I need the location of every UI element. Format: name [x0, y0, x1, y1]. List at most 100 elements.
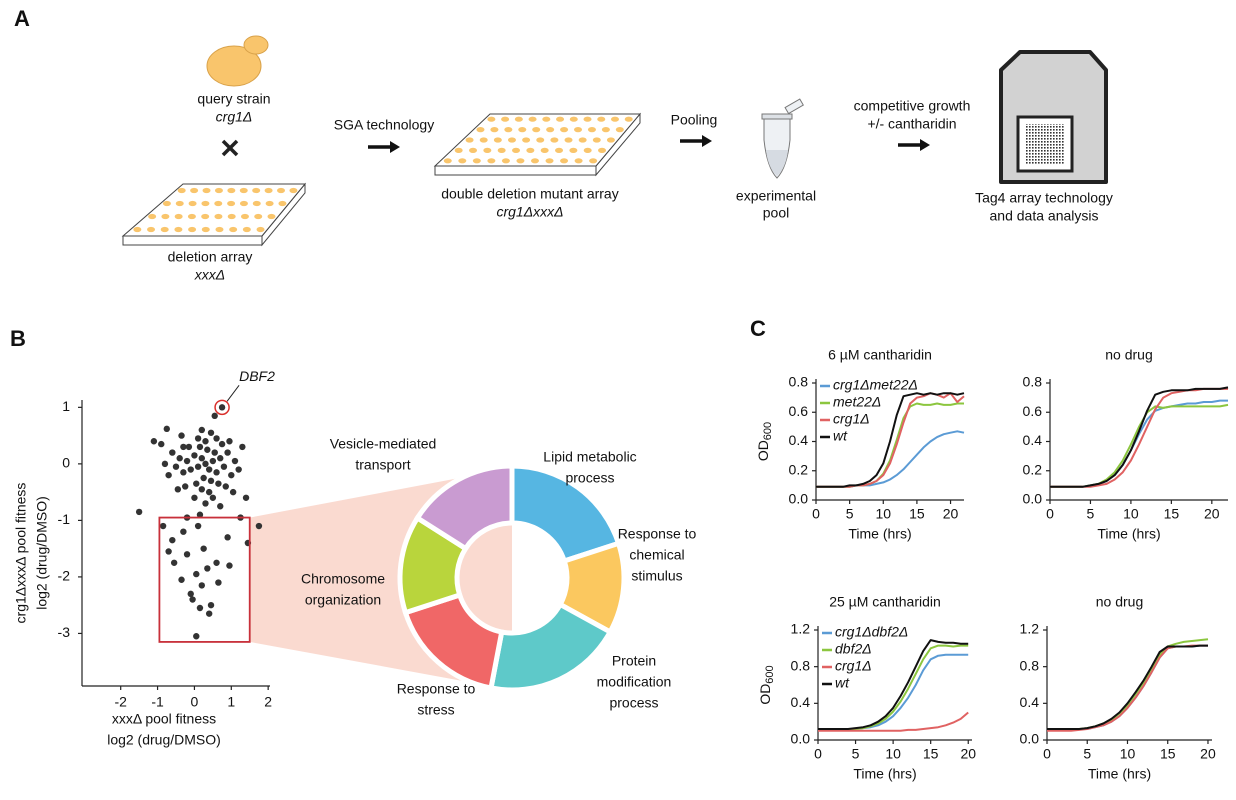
- point: [165, 548, 172, 555]
- colony: [265, 200, 274, 207]
- colony: [227, 213, 236, 220]
- point: [207, 429, 215, 436]
- point: [180, 528, 187, 535]
- colony: [528, 116, 537, 122]
- x-tick-label: 20: [960, 746, 976, 762]
- point: [218, 440, 226, 448]
- colony: [597, 116, 606, 122]
- x-axis-label: xxxΔ pool fitness: [112, 711, 216, 727]
- series-line: [1047, 644, 1208, 730]
- series-line: [1047, 644, 1208, 732]
- colony: [516, 158, 525, 164]
- x-tick-label: 5: [1087, 506, 1095, 522]
- colony: [187, 213, 196, 220]
- y-tick-label: 0.0: [791, 731, 811, 747]
- point: [196, 604, 204, 612]
- colony: [160, 226, 169, 233]
- segment-label: Lipid metabolic: [543, 449, 636, 465]
- y-tick-label: 0.8: [1020, 657, 1040, 673]
- y-tick-label: 0.6: [789, 403, 809, 419]
- colony: [252, 200, 261, 207]
- panel-label: B: [10, 326, 26, 351]
- point: [185, 443, 193, 451]
- point: [209, 457, 217, 465]
- point: [224, 449, 231, 456]
- step-label: competitive growth: [854, 98, 971, 114]
- colony: [601, 127, 610, 133]
- colony: [564, 137, 573, 143]
- analysis-label: Tag4 array technology: [975, 190, 1113, 206]
- array-chip: [999, 50, 1108, 184]
- segment-label: Vesicle-mediated: [330, 436, 437, 452]
- series-line: [816, 392, 965, 488]
- y-tick-label: 0: [62, 455, 70, 471]
- point: [255, 522, 263, 530]
- colony: [239, 187, 248, 194]
- y-tick-label: -3: [58, 624, 71, 640]
- colony: [526, 147, 535, 153]
- point: [183, 551, 191, 558]
- legend-label: crg1Δ: [835, 658, 872, 674]
- point: [178, 576, 185, 583]
- colony: [556, 116, 565, 122]
- point: [198, 455, 206, 462]
- colony: [574, 127, 583, 133]
- legend-label: crg1Δdbf2Δ: [835, 624, 908, 640]
- series-line: [1050, 387, 1228, 488]
- segment-label: stress: [417, 702, 454, 718]
- colony: [512, 147, 521, 153]
- annotation-ring: [214, 399, 230, 416]
- x-axis-label: Time (hrs): [1088, 766, 1151, 782]
- y-tick-label: -2: [58, 568, 71, 584]
- point: [213, 469, 220, 476]
- segment-label: modification: [597, 674, 672, 690]
- colony: [214, 213, 223, 220]
- point: [222, 483, 229, 490]
- x-axis-label: Time (hrs): [1097, 526, 1160, 542]
- point: [204, 446, 211, 453]
- y-tick-label: 0.6: [1023, 403, 1043, 419]
- x-tick-label: 20: [943, 506, 959, 522]
- colony: [252, 187, 261, 194]
- point: [202, 460, 209, 468]
- step-label: SGA technology: [334, 117, 434, 133]
- legend-label: wt: [835, 675, 850, 691]
- series-line: [1047, 638, 1209, 730]
- point: [204, 565, 211, 572]
- colony: [479, 137, 488, 143]
- colony: [256, 226, 265, 233]
- colony: [465, 137, 474, 143]
- point: [191, 494, 198, 501]
- segment-label: transport: [355, 457, 410, 473]
- point: [161, 460, 169, 468]
- point: [169, 536, 176, 544]
- colony: [242, 226, 251, 233]
- colony: [518, 127, 527, 133]
- y-tick-label: 0.2: [789, 461, 809, 477]
- colony: [522, 137, 531, 143]
- colony: [239, 200, 248, 207]
- series-line: [1050, 386, 1229, 488]
- point: [202, 500, 209, 507]
- pool-label: pool: [763, 205, 789, 221]
- colony: [162, 200, 171, 207]
- series-line: [818, 639, 969, 730]
- point: [174, 486, 182, 493]
- point: [205, 466, 213, 473]
- x-tick-label: 0: [1043, 746, 1051, 762]
- point: [180, 443, 187, 451]
- x-tick-label: 1: [227, 694, 235, 710]
- colony: [190, 187, 199, 194]
- point: [198, 486, 206, 493]
- segment-label: Response to: [618, 526, 697, 542]
- point: [178, 432, 185, 439]
- legend-label: met22Δ: [833, 394, 881, 410]
- colony: [254, 213, 263, 220]
- colony: [545, 158, 554, 164]
- annotation-leader: [226, 385, 240, 402]
- point: [217, 503, 224, 510]
- tube: [761, 98, 804, 179]
- deletion-name: xxxΔ: [194, 267, 225, 283]
- colony: [560, 158, 569, 164]
- colony: [530, 158, 539, 164]
